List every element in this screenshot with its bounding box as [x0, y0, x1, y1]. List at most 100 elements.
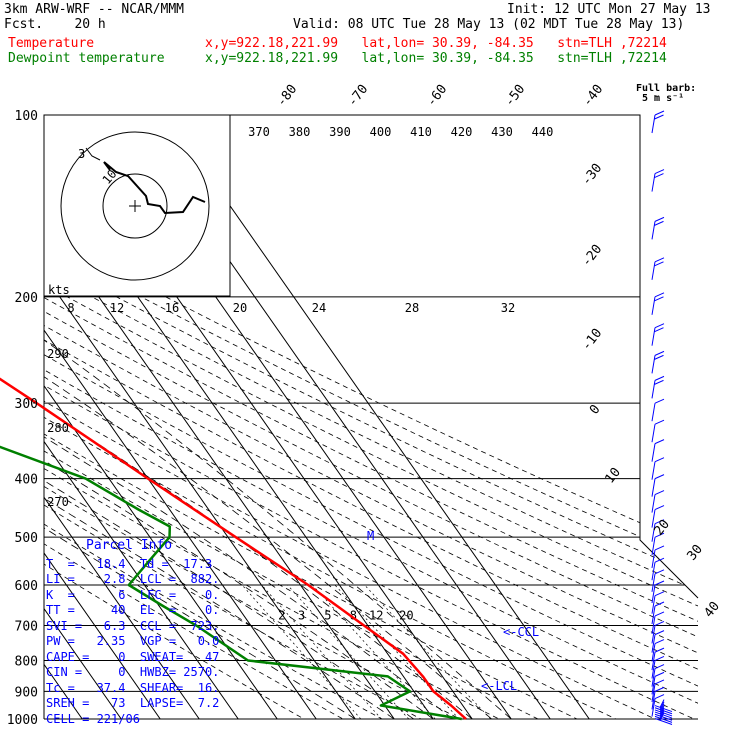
dewpoint-legend-info: x,y=922.18,221.99 lat,lon= 30.39, -84.35… — [205, 51, 667, 66]
wind-barb-staff — [651, 461, 656, 480]
dry-adiabat — [44, 115, 698, 719]
hodograph-unit: kts — [48, 283, 70, 297]
dry-adiabats — [44, 115, 698, 719]
wind-barb-staff — [651, 424, 656, 443]
wind-barb-staff — [651, 652, 656, 671]
hodograph-trace-upper — [85, 147, 101, 161]
dewpoint-line — [0, 445, 462, 721]
wind-barb-staff — [654, 713, 673, 721]
wind-barb-flag — [654, 671, 665, 677]
wind-barb-flag — [654, 519, 665, 525]
wind-barb-staff — [651, 698, 656, 717]
isotherm-label: 40 — [702, 599, 723, 621]
wind-barb-flag — [654, 379, 664, 385]
wind-legend: Full barb: 5 m s⁻¹ — [636, 84, 696, 104]
isotherm-label: -30 — [579, 161, 605, 189]
parcel-info-rows: T = 18.4 Td = 17.3 LI = 2.8 LCL = 882. K =… — [46, 557, 236, 728]
wind-barb-staff — [651, 615, 656, 634]
wind-barb-flag — [659, 705, 665, 715]
parcel-info-row: K = 6 LFC = 0. — [46, 587, 220, 602]
theta-label-top: 420 — [451, 125, 473, 139]
wind-barbs — [651, 95, 673, 725]
isotherm-line — [44, 115, 161, 719]
isotherm-line — [166, 115, 590, 719]
wind-barb-staff — [651, 605, 656, 625]
wind-barb-flag — [654, 679, 665, 685]
dry-adiabat — [44, 115, 698, 719]
parcel-info-row: CIN = 0 HWBZ= 2570. — [46, 665, 220, 679]
isotherm-line — [44, 115, 278, 719]
wind-barb-flag — [654, 686, 665, 692]
parcel-info-row: LI = 2.8 LCL = 882. — [46, 572, 220, 586]
wind-barb-flag — [654, 375, 665, 381]
wind-legend-unit: 5 m s⁻¹ — [642, 93, 685, 104]
wind-barb-flag — [654, 569, 665, 575]
wind-barb-flag — [654, 580, 665, 586]
wind-barb-flag — [654, 545, 665, 551]
moist-adiabat — [44, 296, 492, 719]
dry-adiabat — [44, 115, 617, 719]
dry-adiabat — [44, 115, 698, 719]
wind-barb-staff — [651, 537, 656, 556]
parcel-info-row: SVI = 6.3 CCL = 723. — [46, 618, 220, 633]
isotherms — [44, 115, 590, 719]
dewpoint-legend-label: Dewpoint temperature — [8, 51, 165, 66]
isotherm-label: -60 — [424, 82, 450, 110]
right-edge-line — [575, 114, 699, 599]
hodograph-ring-label: 16 — [165, 301, 179, 315]
mixing-ratio-line — [261, 584, 382, 720]
pressure-tick-label: 900 — [15, 685, 38, 700]
wind-barb-staff — [651, 380, 656, 399]
moist-adiabat — [44, 296, 414, 719]
wind-barb-flag — [654, 474, 665, 480]
wind-barb-staff — [651, 683, 656, 703]
wind-barb-flag — [654, 323, 665, 329]
wind-barb-flag — [654, 647, 665, 653]
mixing-ratio-lines: 2 3 5 8 12 20 — [241, 584, 491, 720]
dry-adiabat — [44, 115, 698, 719]
wind-barb-flag — [654, 327, 664, 333]
isotherm-line — [44, 115, 356, 719]
pressure-tick-label: 400 — [15, 473, 38, 488]
annotation-ccl: <-CCL — [503, 625, 539, 639]
wind-barb-flag — [654, 439, 665, 445]
mixing-ratio-line — [241, 584, 362, 720]
temperature-legend-info: x,y=922.18,221.99 lat,lon= 30.39, -84.35… — [205, 36, 667, 51]
theta-label-left: 280 — [47, 421, 69, 435]
dry-adiabat — [44, 115, 422, 719]
theta-label-top: 390 — [329, 125, 351, 139]
wind-barb-flag — [654, 110, 665, 116]
hodograph-ring-label: 8 — [67, 301, 74, 315]
pressure-tick-label: 700 — [15, 619, 38, 634]
dry-adiabat — [44, 115, 698, 719]
dry-adiabat — [44, 115, 500, 719]
pressure-tick-label: 200 — [15, 291, 38, 306]
theta-label-top: 380 — [289, 125, 311, 139]
parcel-info-title: Parcel Info — [86, 538, 173, 553]
wind-barb-flag — [654, 398, 665, 404]
wind-barb-staff — [651, 509, 656, 528]
mixing-ratio-label: 2 — [278, 608, 285, 622]
wind-barb-staff — [651, 584, 656, 604]
wind-barb-staff — [651, 403, 656, 422]
pressure-tick-label: 100 — [15, 109, 38, 124]
wind-barb-staff — [651, 691, 656, 710]
isotherm-label: 0 — [587, 402, 604, 417]
mixing-ratio-label: 8 — [350, 608, 357, 622]
wind-barb-staff — [654, 711, 673, 719]
parcel-info-row: Tc = 37.4 SHEAR= 16. — [46, 680, 220, 695]
wind-barb-flag — [654, 457, 665, 463]
mixing-ratio-line — [364, 584, 491, 720]
dry-adiabat — [44, 115, 698, 719]
isotherm-line — [44, 115, 200, 719]
pressure-tick-label: 800 — [15, 654, 38, 669]
annotation-lcl: <-LCL — [481, 679, 517, 693]
wind-barb-flag — [654, 292, 665, 298]
dry-adiabat — [44, 115, 698, 719]
wind-barb-staff — [651, 595, 656, 614]
parcel-info-row: T = 18.4 Td = 17.3 — [46, 556, 213, 571]
mixing-ratio-label: 12 — [369, 608, 383, 622]
hodograph-ring-inner — [102, 173, 168, 239]
isotherm-line — [44, 115, 122, 719]
moist-adiabat — [44, 296, 356, 719]
